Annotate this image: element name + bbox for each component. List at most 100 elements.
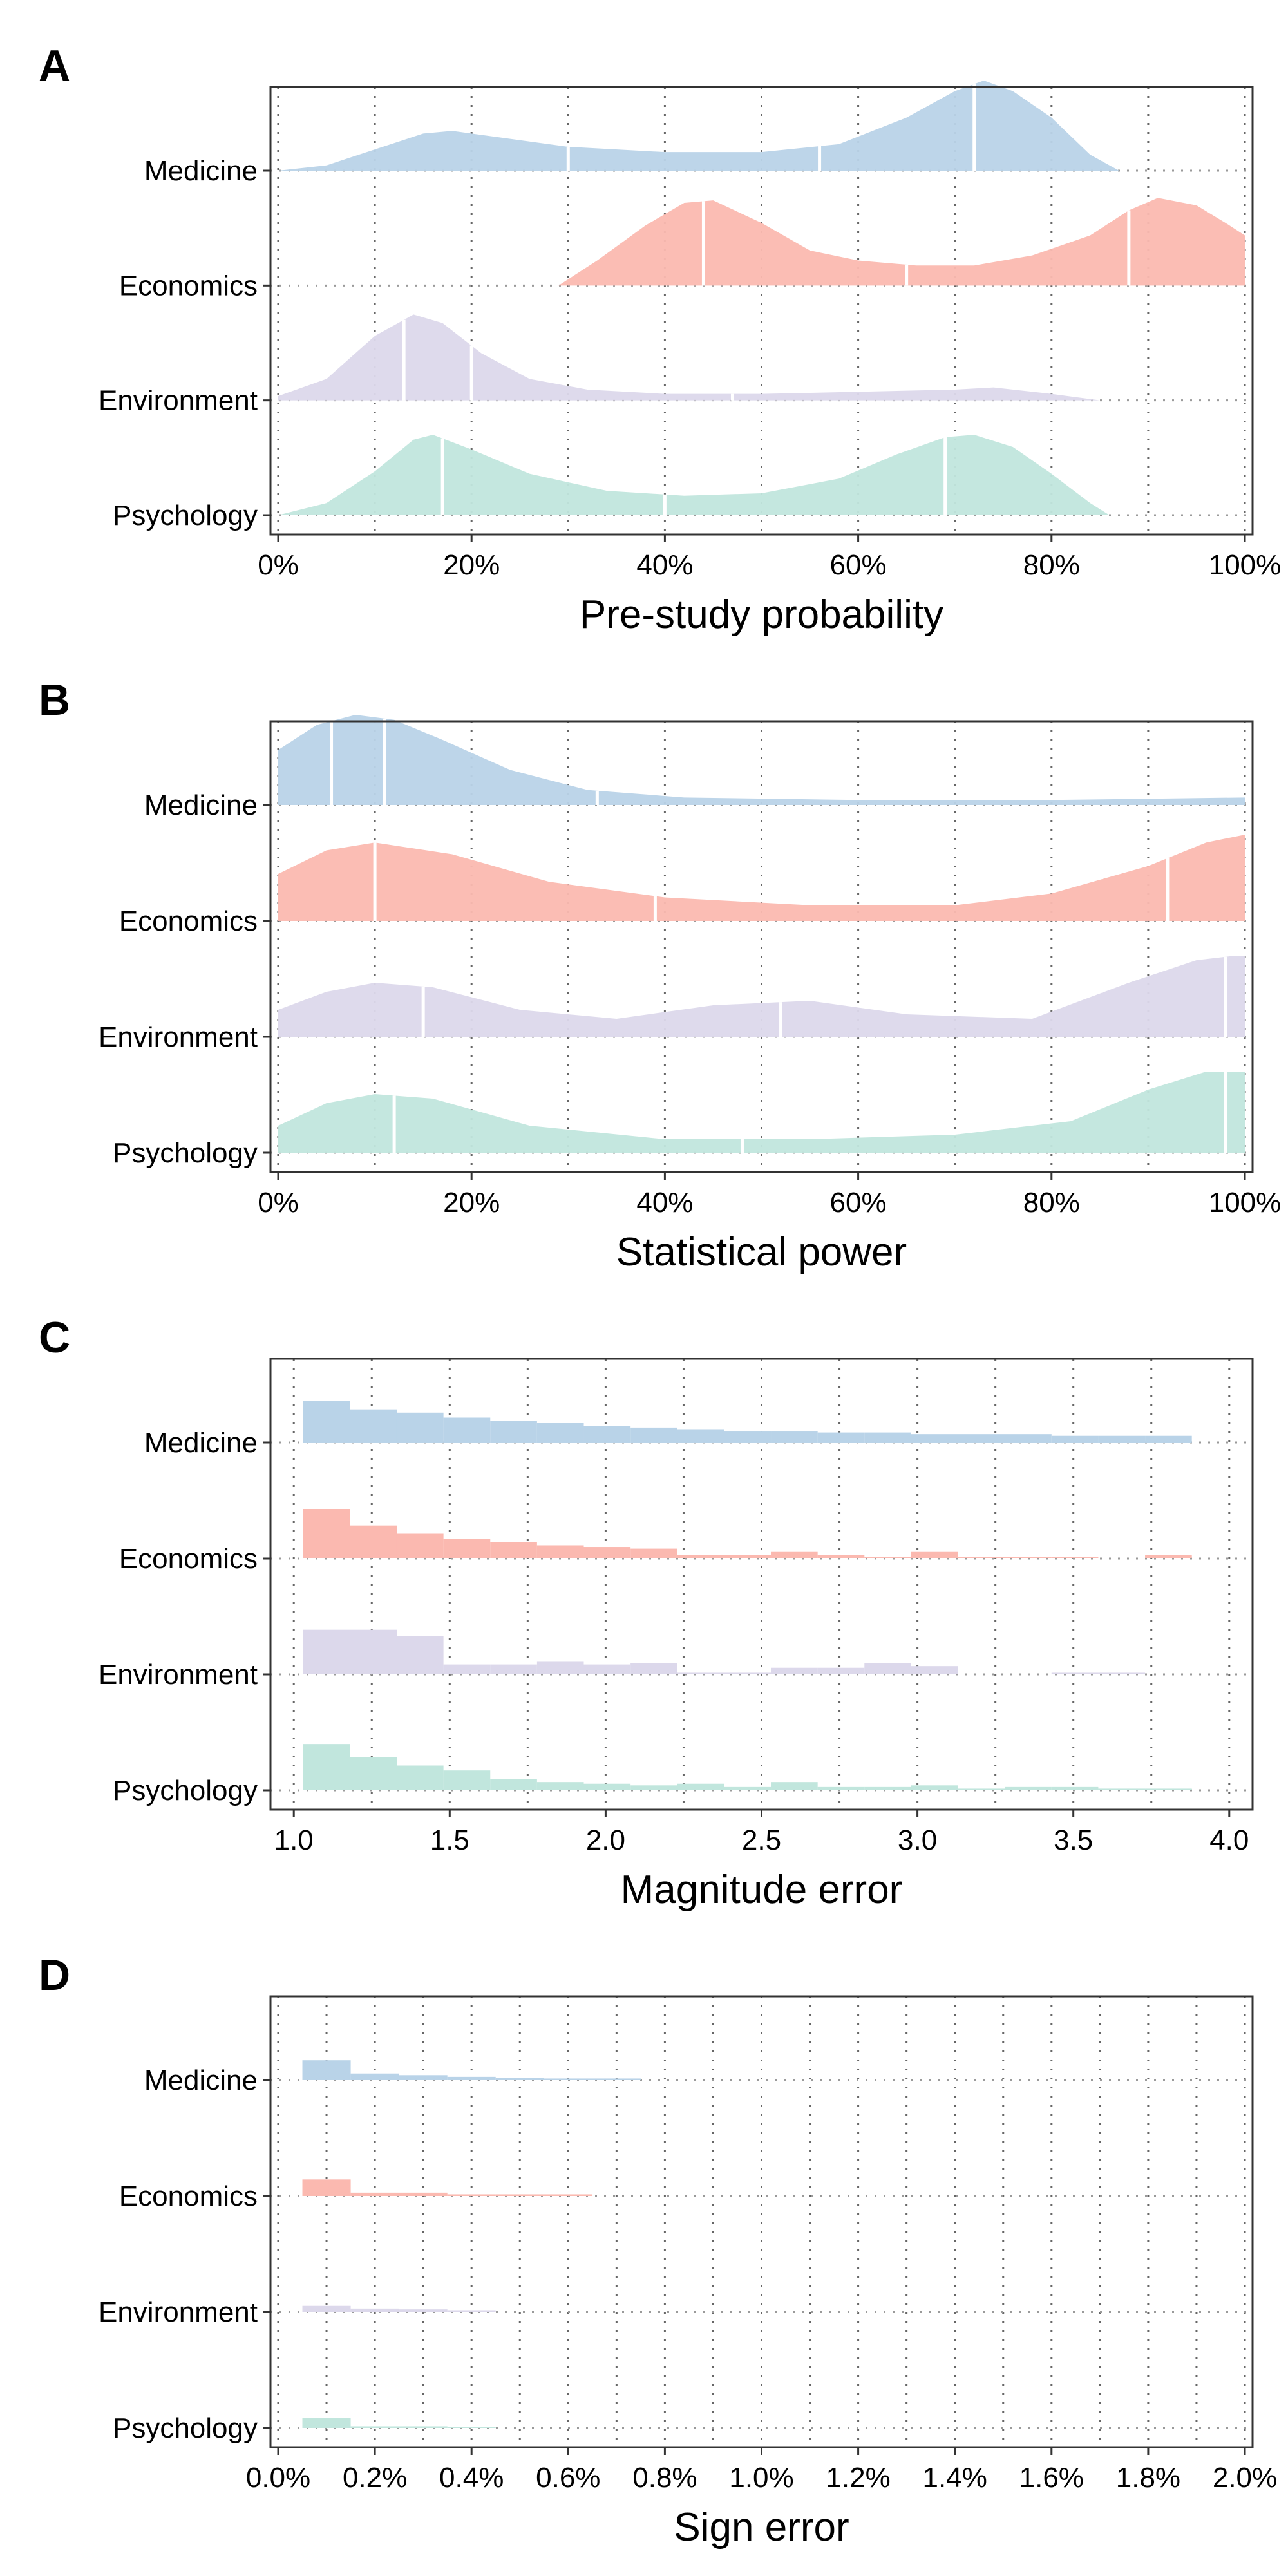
x-tick-label: 1.2% bbox=[826, 2462, 890, 2494]
bar-economics bbox=[303, 1509, 350, 1558]
bar-medicine bbox=[350, 2073, 399, 2080]
bar-medicine bbox=[396, 1412, 444, 1443]
y-tick-label: Psychology bbox=[113, 2412, 258, 2444]
bar-economics bbox=[447, 2194, 496, 2196]
y-tick-label: Economics bbox=[119, 905, 258, 937]
bar-environment bbox=[911, 1666, 958, 1674]
y-tick-label: Psychology bbox=[113, 500, 258, 531]
x-tick-label: 0% bbox=[258, 549, 299, 581]
y-tick-label: Environment bbox=[99, 2297, 258, 2328]
density-economics bbox=[278, 835, 1245, 921]
y-tick-label: Psychology bbox=[113, 1775, 258, 1806]
bar-medicine bbox=[911, 1434, 958, 1443]
bar-psychology bbox=[1051, 1786, 1099, 1790]
y-tick-label: Environment bbox=[99, 1021, 258, 1053]
x-tick-label: 2.5 bbox=[742, 1824, 781, 1856]
x-tick-label: 0% bbox=[258, 1187, 299, 1218]
bar-psychology bbox=[677, 1783, 724, 1790]
bar-medicine bbox=[1145, 1435, 1192, 1443]
panel-letter: B bbox=[39, 676, 70, 724]
x-tick-label: 0.8% bbox=[632, 2462, 697, 2494]
bar-economics bbox=[350, 2192, 399, 2196]
x-tick-label: 1.5 bbox=[430, 1824, 469, 1856]
density-psychology bbox=[278, 435, 1110, 515]
bar-psychology bbox=[1005, 1786, 1052, 1790]
x-tick-label: 0.2% bbox=[343, 2462, 407, 2494]
bar-economics bbox=[350, 1525, 397, 1558]
bar-economics bbox=[302, 2179, 351, 2196]
bar-medicine bbox=[817, 1432, 865, 1443]
bar-environment bbox=[536, 1661, 584, 1674]
bar-medicine bbox=[495, 2078, 544, 2080]
x-tick-label: 3.0 bbox=[898, 1824, 937, 1856]
bar-medicine bbox=[771, 1431, 818, 1443]
bar-psychology bbox=[1145, 1788, 1192, 1790]
x-tick-label: 0.0% bbox=[246, 2462, 310, 2494]
bar-medicine bbox=[302, 2060, 351, 2080]
bar-medicine bbox=[1051, 1435, 1099, 1443]
x-tick-label: 40% bbox=[636, 549, 693, 581]
bar-environment bbox=[1051, 1672, 1099, 1674]
bar-medicine bbox=[447, 2076, 496, 2080]
x-axis-title: Sign error bbox=[674, 2505, 849, 2550]
x-tick-label: 3.5 bbox=[1054, 1824, 1093, 1856]
x-tick-label: 0.6% bbox=[536, 2462, 600, 2494]
x-tick-label: 0.4% bbox=[439, 2462, 504, 2494]
bar-medicine bbox=[958, 1434, 1005, 1443]
panel-d: D Medicine Economics Environment Psychology 0… bbox=[39, 1951, 1277, 2550]
panel-a: A Medicine Economics Environment Psychology0… bbox=[39, 41, 1281, 637]
bar-economics bbox=[677, 1555, 724, 1558]
bar-economics bbox=[864, 1557, 911, 1558]
density-psychology bbox=[278, 1072, 1245, 1153]
bar-environment bbox=[350, 1629, 397, 1674]
x-axis-title: Pre-study probability bbox=[580, 592, 943, 637]
bar-psychology bbox=[864, 1786, 911, 1790]
x-tick-label: 20% bbox=[443, 1187, 500, 1218]
x-tick-label: 60% bbox=[830, 1187, 887, 1218]
bar-economics bbox=[443, 1539, 491, 1558]
bar-medicine bbox=[864, 1432, 911, 1443]
x-tick-label: 20% bbox=[443, 549, 500, 581]
density-environment bbox=[278, 956, 1245, 1037]
y-tick-label: Environment bbox=[99, 385, 258, 417]
plot-frame bbox=[269, 86, 1254, 536]
bar-economics bbox=[495, 2194, 544, 2196]
bar-psychology bbox=[1098, 1788, 1146, 1790]
bar-environment bbox=[396, 1636, 444, 1674]
bar-environment bbox=[350, 2308, 399, 2312]
bar-medicine bbox=[583, 1426, 631, 1443]
y-tick-label: Medicine bbox=[144, 1427, 258, 1459]
x-tick-label: 80% bbox=[1023, 1187, 1080, 1218]
bar-psychology bbox=[350, 2426, 399, 2428]
bar-psychology bbox=[350, 1757, 397, 1790]
bar-medicine bbox=[1098, 1435, 1146, 1443]
bar-economics bbox=[911, 1551, 958, 1558]
bar-medicine bbox=[677, 1429, 724, 1443]
bar-economics bbox=[399, 2192, 448, 2196]
density-economics bbox=[558, 198, 1245, 286]
bar-psychology bbox=[771, 1782, 818, 1790]
bar-economics bbox=[490, 1542, 537, 1558]
bar-psychology bbox=[724, 1786, 772, 1790]
density-medicine bbox=[278, 715, 1245, 805]
x-tick-label: 100% bbox=[1209, 1187, 1282, 1218]
bar-environment bbox=[490, 1664, 537, 1674]
bar-psychology bbox=[302, 2418, 351, 2428]
x-tick-label: 1.0% bbox=[729, 2462, 793, 2494]
y-tick-label: Medicine bbox=[144, 790, 258, 821]
bar-medicine bbox=[630, 1427, 677, 1443]
bar-medicine bbox=[443, 1417, 491, 1443]
bar-economics bbox=[536, 1545, 584, 1558]
bar-psychology bbox=[630, 1785, 677, 1790]
density-medicine bbox=[278, 80, 1119, 171]
bar-psychology bbox=[911, 1785, 958, 1790]
y-tick-label: Medicine bbox=[144, 2065, 258, 2096]
bar-economics bbox=[544, 2194, 592, 2196]
bar-psychology bbox=[536, 1782, 584, 1790]
bar-economics bbox=[771, 1551, 818, 1558]
bar-environment bbox=[817, 1667, 865, 1674]
bar-environment bbox=[302, 2305, 351, 2312]
bar-medicine bbox=[544, 2078, 592, 2080]
bar-psychology bbox=[303, 1744, 350, 1790]
